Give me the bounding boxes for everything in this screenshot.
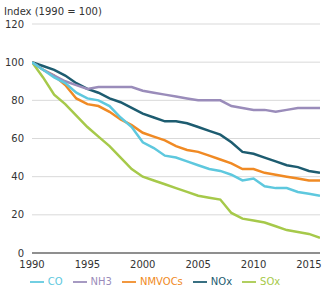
svg-text:120: 120	[8, 19, 24, 30]
html-text:CO: CO	[47, 276, 63, 287]
svg-text:100: 100	[8, 57, 24, 68]
html-text:Index (1990 = 100): Index (1990 = 100)	[4, 6, 102, 17]
svg-text:20: 20	[11, 209, 24, 220]
svg-text:80: 80	[11, 95, 24, 106]
html-text:NH3: NH3	[90, 276, 112, 287]
svg-text:40: 40	[11, 171, 24, 182]
svg-text:1995: 1995	[75, 259, 100, 270]
html-text:NOx: NOx	[210, 276, 233, 287]
svg-text:2010: 2010	[241, 259, 266, 270]
html-text:NMVOCs: NMVOCs	[140, 276, 183, 287]
svg-text:60: 60	[11, 133, 24, 144]
svg-text:0: 0	[18, 248, 24, 259]
html-text:SOx: SOx	[260, 276, 281, 287]
svg-text:1990: 1990	[19, 259, 44, 270]
svg-text:2000: 2000	[130, 259, 155, 270]
svg-text:2015: 2015	[296, 259, 321, 270]
svg-text:2005: 2005	[185, 259, 210, 270]
